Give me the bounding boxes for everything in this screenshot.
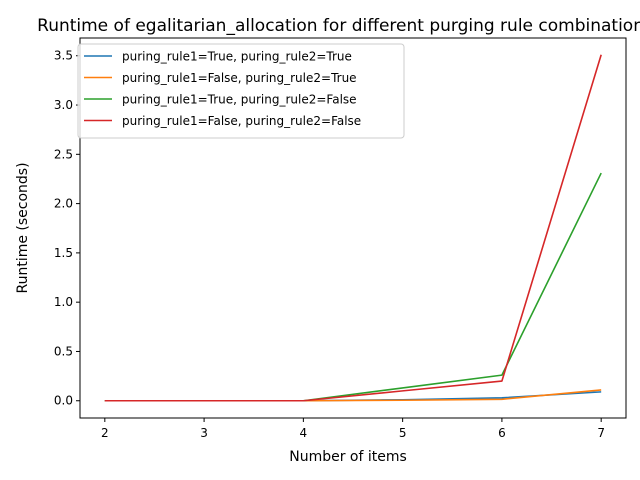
x-axis-label: Number of items [289, 449, 407, 465]
series-layer [104, 54, 602, 402]
y-tick-label: 0.0 [54, 394, 73, 408]
legend-entry-1: puring_rule1=True, puring_rule2=True [122, 50, 352, 64]
y-tick-label: 2.0 [54, 197, 73, 211]
chart-title: Runtime of egalitarian_allocation for di… [37, 16, 640, 36]
y-axis-label: Runtime (seconds) [15, 162, 31, 293]
legend-entry-3: puring_rule1=True, puring_rule2=False [122, 93, 357, 107]
x-tick-label: 6 [498, 426, 506, 440]
x-tick-label: 2 [101, 426, 109, 440]
y-tick-label: 3.5 [54, 49, 73, 63]
y-axis-ticks: 0.0 0.5 1.0 1.5 2.0 2.5 3.0 3.5 [54, 49, 80, 408]
y-tick-label: 2.5 [54, 147, 73, 161]
x-tick-label: 3 [200, 426, 208, 440]
series-line-4 [104, 54, 602, 402]
y-tick-label: 3.0 [54, 98, 73, 112]
x-axis-ticks: 2 3 4 5 6 7 [101, 418, 605, 440]
x-tick-label: 5 [399, 426, 407, 440]
legend-entry-2: puring_rule1=False, puring_rule2=True [122, 71, 357, 85]
x-tick-label: 7 [597, 426, 605, 440]
y-tick-label: 1.5 [54, 246, 73, 260]
legend-entry-4: puring_rule1=False, puring_rule2=False [122, 114, 361, 128]
x-tick-label: 4 [300, 426, 308, 440]
y-tick-label: 0.5 [54, 344, 73, 358]
legend-frame [77, 43, 405, 139]
y-tick-label: 1.0 [54, 295, 73, 309]
legend: puring_rule1=True, puring_rule2=Truepuri… [77, 43, 405, 139]
